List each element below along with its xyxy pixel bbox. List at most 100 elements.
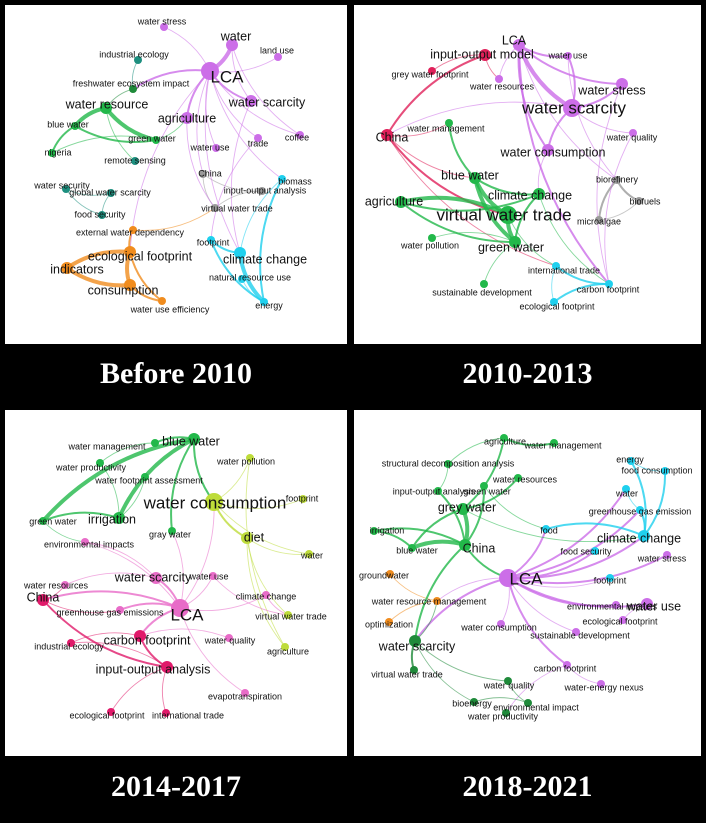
- edge-grey_water-climate_change: [462, 508, 645, 543]
- network-graph-2014-2017: water management blue water water pollutio…: [23, 433, 327, 720]
- node-energy: [260, 298, 268, 306]
- node-wrm: [433, 597, 441, 605]
- edge-diet-vwt: [246, 537, 289, 616]
- node-label-water-use: water use: [189, 142, 229, 152]
- edge-grey_water-blue_water: [411, 508, 464, 549]
- edge-china-blue_water: [386, 134, 476, 179]
- node-green-water: [152, 136, 160, 144]
- edge-lca-water_stress: [163, 26, 211, 72]
- edge-eco_fp-indicators: [65, 249, 131, 270]
- edge-lca-sust_dev: [507, 577, 577, 633]
- node-label-diet: diet: [244, 530, 265, 544]
- node-blue-water: [71, 122, 79, 130]
- edge-lca-coffee: [209, 70, 301, 136]
- node-label-microalgae: microalgae: [577, 216, 621, 226]
- node-irrigation: [113, 512, 125, 524]
- node-label-footprint: footprint: [286, 493, 319, 503]
- node-water-scarcity: [563, 99, 581, 117]
- caption-text: 2014-2017: [111, 770, 241, 803]
- node-label-ioa: input-output analysis: [224, 185, 307, 195]
- node-label-water-scarcity: water scarcity: [378, 639, 456, 653]
- node-label-water-use: water use: [547, 50, 587, 60]
- edge-iom-china: [386, 54, 486, 136]
- node-label-agriculture: agriculture: [365, 194, 423, 208]
- edge-agriculture-climate_change: [400, 193, 540, 212]
- edge-grey_water-water_resources: [462, 477, 519, 510]
- node-diet: [241, 532, 253, 544]
- edge-carbon_fp-water_prod: [505, 664, 568, 714]
- node-label-footprint: footprint: [594, 575, 627, 585]
- node-label-sda: structural decomposition analysis: [382, 458, 515, 468]
- node-label-water-mgmt: water management: [523, 440, 602, 450]
- node-label-water-mgmt: water management: [406, 123, 485, 133]
- node-label-green-water: green water: [29, 516, 77, 526]
- edge-blue_water-green_water: [473, 177, 517, 244]
- node-label-irrigation: irrigation: [370, 525, 405, 535]
- node-vwt: [211, 204, 219, 212]
- node-ioa: [434, 487, 442, 495]
- node-label-water-scarcity: water scarcity: [521, 98, 626, 117]
- node-label-int-trade: international trade: [152, 710, 224, 720]
- node-ind-eco: [67, 639, 75, 647]
- edge-agriculture-sda: [447, 437, 505, 465]
- edge-water_scarcity-china: [386, 101, 573, 136]
- node-coffee: [296, 131, 304, 139]
- node-layer: [370, 434, 671, 717]
- node-ghg: [636, 506, 644, 514]
- node-label-trade: trade: [248, 138, 269, 148]
- node-label-water-stress: water stress: [577, 83, 645, 97]
- node-water-stress: [663, 551, 671, 559]
- caption-text: 2010-2013: [462, 357, 593, 390]
- node-label-wrm: water resource management: [371, 596, 487, 606]
- node-sust-dev: [572, 628, 580, 636]
- panel-2010-2013: LCA input-output model water use grey water…: [354, 5, 701, 344]
- node-label-climate-change: climate change: [236, 591, 297, 601]
- node-food-security: [98, 211, 106, 219]
- edge-groundwater-wrm: [389, 573, 438, 602]
- node-label-green-water: green water: [128, 133, 176, 143]
- edge-china-water_scarcity: [414, 544, 466, 642]
- node-green-water: [39, 517, 47, 525]
- node-label-lca: LCA: [170, 605, 204, 624]
- edge-water_scarcity-water_resources: [64, 572, 157, 586]
- node-label-lca: LCA: [210, 67, 244, 86]
- node-water-quality: [504, 677, 512, 685]
- node-water-use: [212, 144, 220, 152]
- edge-lca-biorefinery: [518, 44, 618, 181]
- node-label-agriculture: agriculture: [158, 111, 216, 125]
- node-label-vwt: virtual water trade: [436, 205, 571, 224]
- node-label-vwt: virtual water trade: [201, 203, 273, 213]
- node-label-water-consumption: water consumption: [143, 493, 287, 512]
- edge-water_consumption-water: [213, 501, 310, 555]
- edge-ioa-ind_eco: [70, 641, 168, 668]
- caption-text: 2018-2021: [462, 770, 593, 803]
- node-trade: [254, 134, 262, 142]
- node-water-security: [62, 185, 70, 193]
- node-carbon-fp: [605, 280, 613, 288]
- edge-water_scarcity-bioenergy: [414, 640, 475, 703]
- edge-green_water-nigeria: [51, 135, 157, 154]
- node-label-water-pollution: water pollution: [400, 240, 459, 250]
- node-label-carbon-fp: carbon footprint: [577, 284, 640, 294]
- node-water-scarcity: [150, 572, 162, 584]
- node-int-trade: [162, 709, 170, 717]
- node-label-bioenergy: bioenergy: [452, 698, 492, 708]
- node-label-water-prod: water productivity: [467, 711, 539, 721]
- node-climate-change: [533, 188, 545, 200]
- node-label-eco-fp: ecological footprint: [88, 249, 193, 263]
- node-label-energy: energy: [616, 454, 644, 464]
- node-irrigation: [370, 527, 378, 535]
- node-env-impacts: [81, 538, 89, 546]
- node-eco-fp: [124, 246, 136, 258]
- node-water-consumption: [205, 493, 223, 511]
- node-label-water-prod: water productivity: [55, 462, 127, 472]
- node-indicators: [61, 262, 73, 274]
- edge-water_pollution-agriculture: [245, 457, 286, 648]
- edge-ioa-eco_fp: [110, 666, 168, 713]
- node-biomass: [278, 175, 286, 183]
- edge-agriculture-vwt: [186, 117, 216, 209]
- node-footprint: [299, 495, 307, 503]
- edge-lca-env_impacts: [507, 577, 617, 607]
- node-label-food-security: food security: [74, 209, 126, 219]
- node-sda: [444, 460, 452, 468]
